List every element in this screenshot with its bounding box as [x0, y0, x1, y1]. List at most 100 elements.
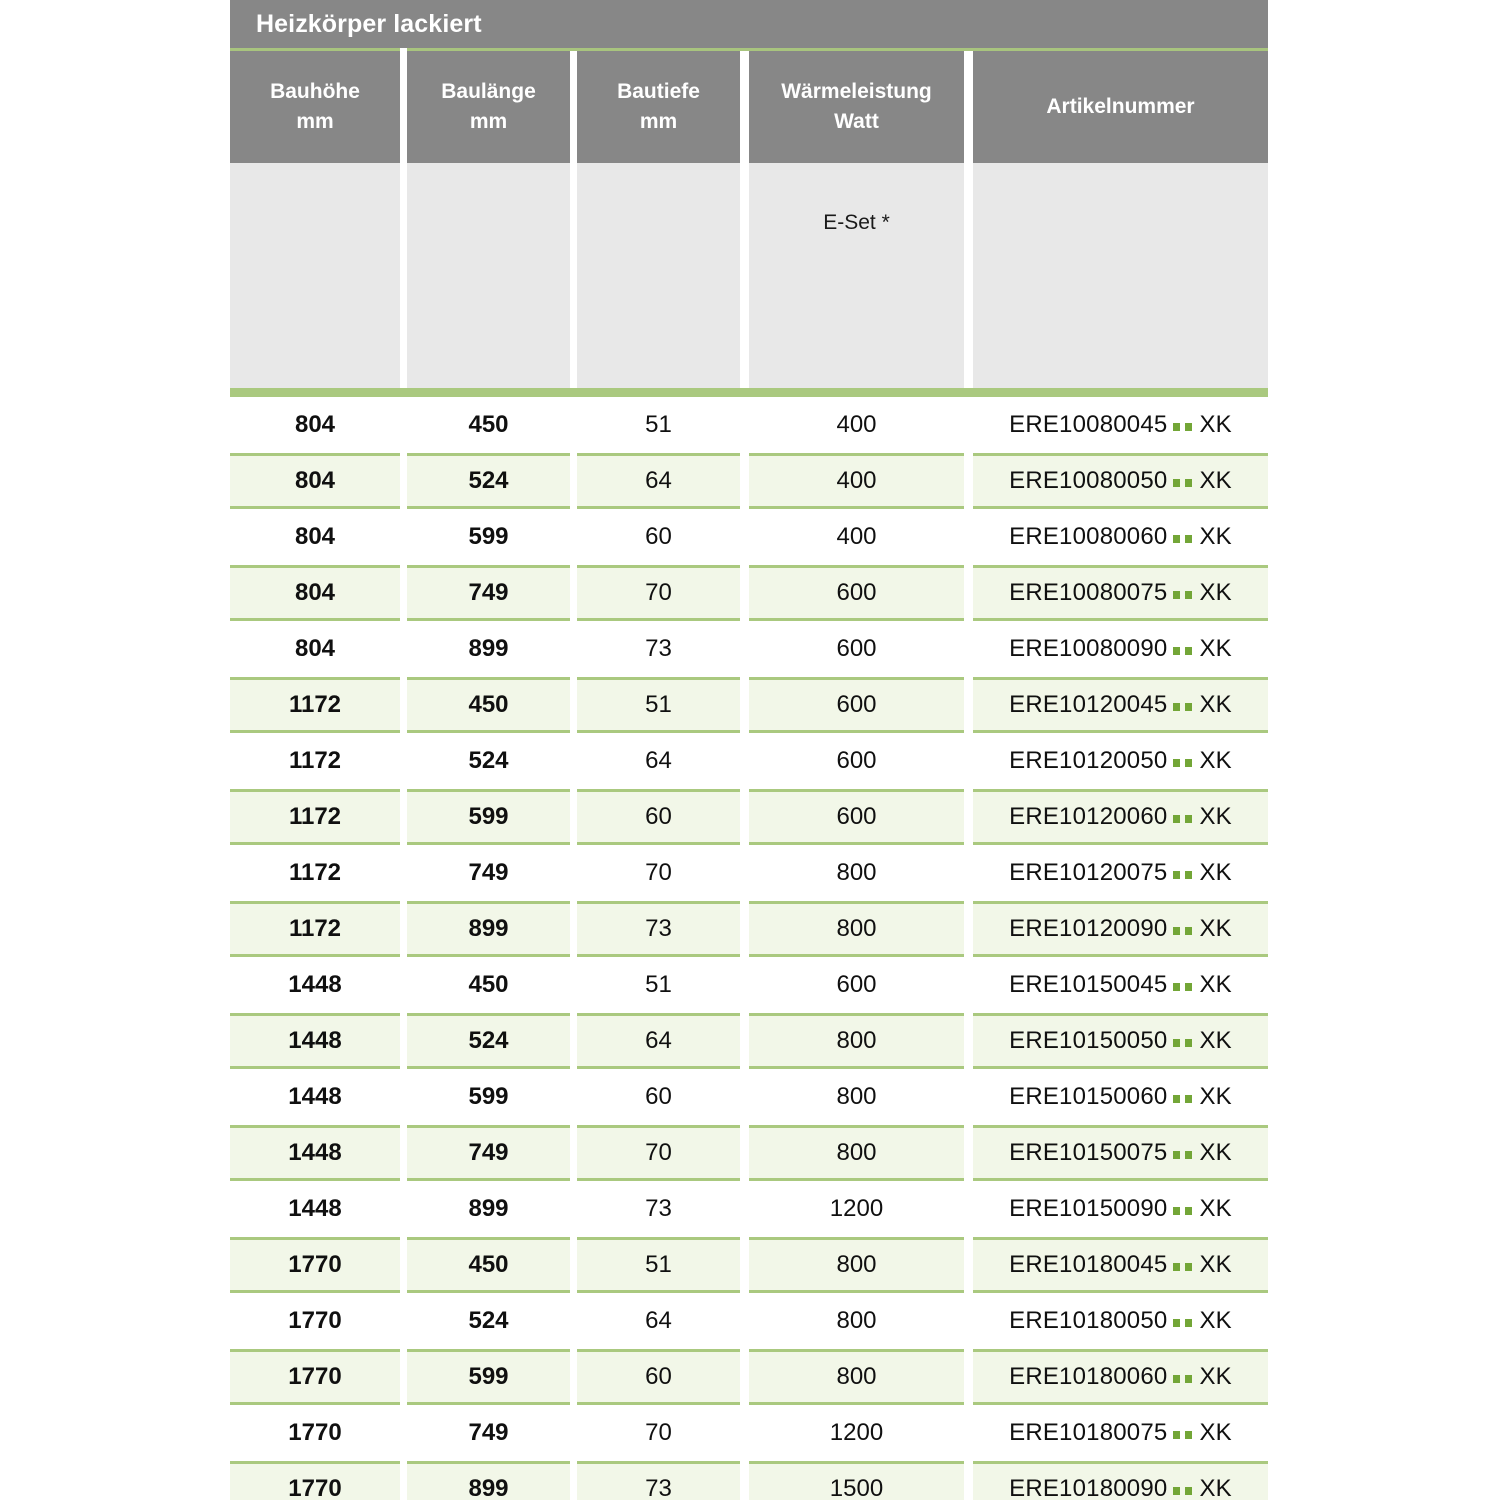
- cell-divider: [570, 509, 577, 565]
- cell-divider: [400, 1461, 407, 1500]
- cell-divider: [964, 1405, 973, 1461]
- cell-bauhoehe: 1770: [230, 1349, 400, 1405]
- column-header-bauhoehe: Bauhöhe mm: [230, 51, 400, 163]
- cell-divider: [740, 453, 749, 509]
- cell-divider: [570, 1181, 577, 1237]
- table-row: 1172 899 73 800 ERE10120090 XK: [230, 901, 1268, 957]
- table-row: 1770 899 73 1500 ERE10180090 XK: [230, 1461, 1268, 1500]
- article-number-prefix: ERE10080060: [1009, 523, 1168, 550]
- article-number-placeholder-dots-icon: [1173, 479, 1193, 487]
- article-number-placeholder-dots-icon: [1173, 647, 1193, 655]
- cell-divider: [740, 621, 749, 677]
- article-number-suffix: XK: [1199, 1083, 1232, 1110]
- cell-divider: [400, 621, 407, 677]
- article-number-placeholder-dots-icon: [1173, 1375, 1193, 1383]
- article-number-prefix: ERE10180050: [1009, 1307, 1168, 1334]
- subheader-divider-4: [964, 163, 973, 388]
- cell-bautiefe: 60: [577, 1349, 740, 1405]
- article-number: ERE10120075 XK: [1009, 859, 1232, 887]
- cell-artikelnummer: ERE10080045 XK: [973, 397, 1268, 453]
- article-number-prefix: ERE10150075: [1009, 1139, 1168, 1166]
- cell-divider: [570, 1237, 577, 1293]
- article-number-placeholder-dots-icon: [1173, 1151, 1193, 1159]
- cell-divider: [740, 677, 749, 733]
- table-row: 804 524 64 400 ERE10080050 XK: [230, 453, 1268, 509]
- cell-divider: [570, 1293, 577, 1349]
- cell-bautiefe: 64: [577, 733, 740, 789]
- article-number-placeholder-dots-icon: [1173, 1431, 1193, 1439]
- cell-divider: [570, 901, 577, 957]
- cell-divider: [400, 397, 407, 453]
- cell-waermeleistung: 400: [749, 397, 964, 453]
- cell-bauhoehe: 804: [230, 509, 400, 565]
- subheader-waermeleistung-eset: E-Set *: [749, 163, 964, 388]
- cell-divider: [400, 957, 407, 1013]
- cell-baulaenge: 899: [407, 621, 570, 677]
- specification-table: Heizkörper lackiert Bauhöhe mm Baulänge …: [230, 0, 1268, 1500]
- cell-divider: [400, 1069, 407, 1125]
- cell-bauhoehe: 1448: [230, 957, 400, 1013]
- cell-bautiefe: 64: [577, 453, 740, 509]
- cell-divider: [964, 1069, 973, 1125]
- header-bottom-green-rule: [230, 388, 1268, 397]
- cell-divider: [570, 565, 577, 621]
- cell-divider: [400, 1125, 407, 1181]
- cell-bauhoehe: 1172: [230, 845, 400, 901]
- cell-baulaenge: 450: [407, 677, 570, 733]
- article-number-placeholder-dots-icon: [1173, 1487, 1193, 1495]
- cell-divider: [964, 845, 973, 901]
- cell-divider: [964, 397, 973, 453]
- column-header-bautiefe-line2: mm: [639, 110, 678, 133]
- cell-divider: [400, 1405, 407, 1461]
- article-number-prefix: ERE10120060: [1009, 803, 1168, 830]
- cell-waermeleistung: 800: [749, 845, 964, 901]
- cell-divider: [964, 509, 973, 565]
- cell-baulaenge: 599: [407, 1349, 570, 1405]
- cell-bauhoehe: 1172: [230, 733, 400, 789]
- cell-bauhoehe: 1172: [230, 789, 400, 845]
- cell-artikelnummer: ERE10180075 XK: [973, 1405, 1268, 1461]
- cell-bautiefe: 70: [577, 1125, 740, 1181]
- cell-divider: [740, 901, 749, 957]
- cell-divider: [964, 1181, 973, 1237]
- subheader-bautiefe: [577, 163, 740, 388]
- cell-bautiefe: 73: [577, 1181, 740, 1237]
- cell-baulaenge: 749: [407, 1405, 570, 1461]
- table-row: 1172 749 70 800 ERE10120075 XK: [230, 845, 1268, 901]
- cell-divider: [964, 621, 973, 677]
- cell-divider: [400, 901, 407, 957]
- column-divider-2: [570, 51, 577, 163]
- cell-bautiefe: 51: [577, 677, 740, 733]
- article-number: ERE10120050 XK: [1009, 747, 1232, 775]
- cell-divider: [964, 901, 973, 957]
- article-number-placeholder-dots-icon: [1173, 1207, 1193, 1215]
- cell-divider: [570, 1069, 577, 1125]
- subheader-divider-3: [740, 163, 749, 388]
- article-number-suffix: XK: [1199, 1475, 1232, 1500]
- cell-artikelnummer: ERE10180045 XK: [973, 1237, 1268, 1293]
- cell-bauhoehe: 1172: [230, 677, 400, 733]
- article-number-placeholder-dots-icon: [1173, 591, 1193, 599]
- article-number: ERE10180045 XK: [1009, 1251, 1232, 1279]
- table-row: 804 450 51 400 ERE10080045 XK: [230, 397, 1268, 453]
- article-number-suffix: XK: [1199, 803, 1232, 830]
- cell-divider: [740, 509, 749, 565]
- cell-waermeleistung: 1200: [749, 1405, 964, 1461]
- article-number-prefix: ERE10180045: [1009, 1251, 1168, 1278]
- cell-waermeleistung: 1200: [749, 1181, 964, 1237]
- cell-bautiefe: 70: [577, 1405, 740, 1461]
- cell-bauhoehe: 1770: [230, 1405, 400, 1461]
- cell-bautiefe: 51: [577, 1237, 740, 1293]
- cell-waermeleistung: 800: [749, 1237, 964, 1293]
- cell-waermeleistung: 600: [749, 565, 964, 621]
- cell-bautiefe: 73: [577, 901, 740, 957]
- cell-divider: [570, 789, 577, 845]
- cell-waermeleistung: 800: [749, 1125, 964, 1181]
- article-number-placeholder-dots-icon: [1173, 1095, 1193, 1103]
- cell-baulaenge: 899: [407, 1461, 570, 1500]
- cell-bautiefe: 60: [577, 509, 740, 565]
- column-divider-1: [400, 51, 407, 163]
- article-number-placeholder-dots-icon: [1173, 423, 1193, 431]
- article-number-suffix: XK: [1199, 915, 1232, 942]
- cell-divider: [740, 1125, 749, 1181]
